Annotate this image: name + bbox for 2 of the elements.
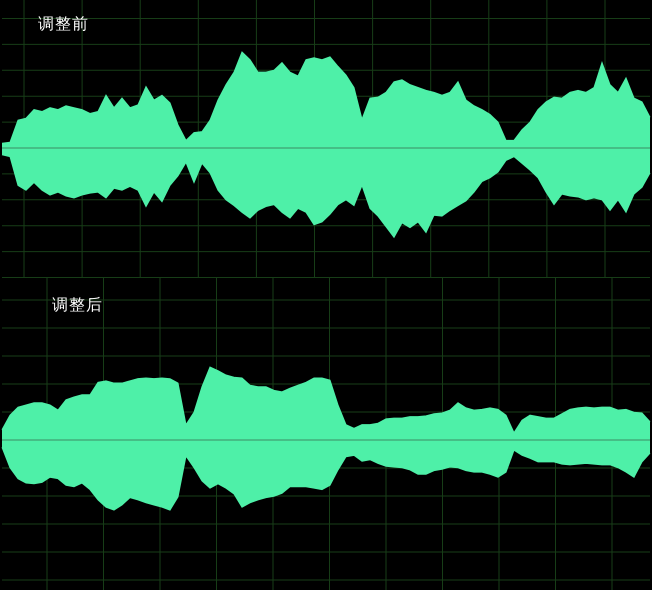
chart-title: 调整后 (52, 295, 103, 314)
chart-title: 调整前 (38, 14, 89, 33)
